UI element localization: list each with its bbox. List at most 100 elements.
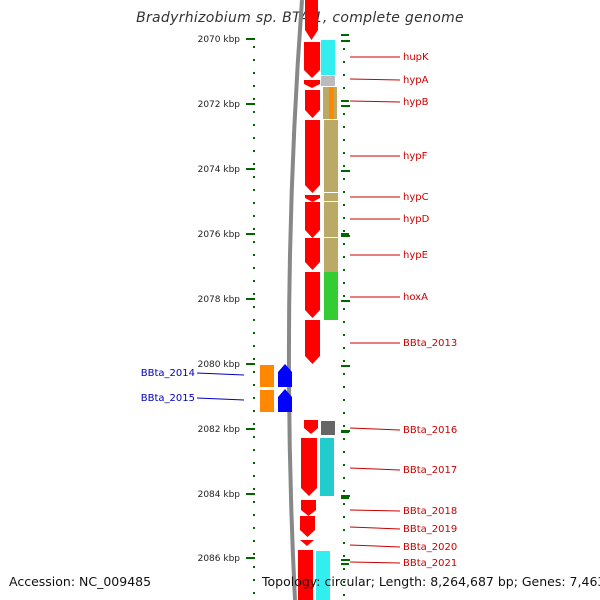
gene-label[interactable]: BBta_2018 xyxy=(403,506,457,517)
gene-label[interactable]: BBta_2021 xyxy=(403,558,457,569)
ruler-dot xyxy=(343,282,345,284)
gene-arrow-hypE[interactable] xyxy=(305,238,320,270)
gene-label[interactable]: BBta_2017 xyxy=(403,465,457,476)
ruler-dot xyxy=(253,163,255,165)
ruler-dot xyxy=(253,423,255,425)
gene-label[interactable]: BBta_2013 xyxy=(403,338,457,349)
ruler-dot xyxy=(253,371,255,373)
gene-leader-line xyxy=(349,509,401,512)
cog-block-hupK xyxy=(321,40,335,75)
ruler-dot xyxy=(343,464,345,466)
gene-leader-line xyxy=(349,467,401,471)
gene-arrow-hypF[interactable] xyxy=(305,120,320,193)
gene-arrow-BBta_2018[interactable] xyxy=(301,500,316,516)
ruler-dot xyxy=(253,319,255,321)
ruler-dot xyxy=(343,61,345,63)
ruler-dot xyxy=(343,308,345,310)
gene-arrow-BBta_2016[interactable] xyxy=(304,420,318,434)
ruler-dot xyxy=(253,202,255,204)
gene-label[interactable]: hypC xyxy=(403,192,429,203)
gene-arrow-BBta_2014[interactable] xyxy=(278,364,292,387)
ruler-dot xyxy=(343,295,345,297)
ruler-dot xyxy=(343,74,345,76)
gene-label[interactable]: hypF xyxy=(403,151,428,162)
gene-arrow-hoxA[interactable] xyxy=(305,272,320,318)
ruler-dot xyxy=(343,178,345,180)
gene-label[interactable]: hypD xyxy=(403,214,430,225)
ruler-dot xyxy=(343,529,345,531)
ruler-dot xyxy=(343,594,345,596)
cog-block-hoxA xyxy=(324,272,338,320)
gene-arrow-hypC[interactable] xyxy=(305,195,320,202)
ruler-dot xyxy=(343,269,345,271)
ruler-tick-label: 2076 kbp xyxy=(198,230,241,240)
gene-arrow-BBta_2015[interactable] xyxy=(278,389,292,412)
ruler-dot xyxy=(253,150,255,152)
gene-arrow-top[interactable] xyxy=(305,0,318,40)
cog-block-BBta_2015 xyxy=(260,390,274,412)
gene-label[interactable]: hypA xyxy=(403,75,429,86)
ruler-dot xyxy=(343,321,345,323)
gene-leader-line xyxy=(349,561,401,564)
ruler-dot xyxy=(343,230,345,232)
gene-label[interactable]: BBta_2016 xyxy=(403,425,457,436)
gene-label[interactable]: hypE xyxy=(403,250,428,261)
gene-label[interactable]: hypB xyxy=(403,97,429,108)
gene-label[interactable]: hupK xyxy=(403,52,429,63)
ruler-dots-right xyxy=(341,34,349,596)
cog-block-hypD xyxy=(324,202,338,237)
ruler-dot xyxy=(253,540,255,542)
ruler-dot xyxy=(253,410,255,412)
gene-arrow-BBta_2017[interactable] xyxy=(301,438,317,496)
gene-arrow-hupK[interactable] xyxy=(304,42,320,78)
ruler-dot xyxy=(253,527,255,529)
gene-arrow-hypA[interactable] xyxy=(304,80,320,88)
ruler-dot xyxy=(343,568,345,570)
ruler-dot xyxy=(343,477,345,479)
ruler-dot xyxy=(253,267,255,269)
ruler-tick-label: 2074 kbp xyxy=(198,165,241,175)
ruler-dot xyxy=(343,373,345,375)
ruler-dot xyxy=(343,451,345,453)
ruler-dot xyxy=(343,438,345,440)
gene-label[interactable]: hoxA xyxy=(403,292,428,303)
ruler-dot xyxy=(253,358,255,360)
ruler-dot xyxy=(253,137,255,139)
ruler-dot xyxy=(253,553,255,555)
ruler-dot xyxy=(343,256,345,258)
ruler-dot xyxy=(343,243,345,245)
ruler-dot xyxy=(343,152,345,154)
gene-arrow-hypD[interactable] xyxy=(305,202,320,238)
gene-arrow-BBta_2019[interactable] xyxy=(300,516,315,537)
genome-backbone xyxy=(286,0,304,600)
ruler-dot xyxy=(343,581,345,583)
ruler-dot xyxy=(253,449,255,451)
ruler-dot xyxy=(343,191,345,193)
ruler-dot xyxy=(343,204,345,206)
cog-block-BBta_2021 xyxy=(316,551,330,600)
gene-arrow-BBta_2013[interactable] xyxy=(305,320,320,364)
gene-arrow-hypB[interactable] xyxy=(305,90,320,118)
ruler-dot xyxy=(253,293,255,295)
gene-label[interactable]: BBta_2020 xyxy=(403,542,457,553)
gene-arrow-BBta_2021[interactable] xyxy=(298,550,313,600)
ruler-dot xyxy=(253,85,255,87)
gene-leader-line xyxy=(349,526,401,530)
ruler-dot xyxy=(253,124,255,126)
gene-arrow-BBta_2020[interactable] xyxy=(300,540,314,546)
ruler-tick-label: 2080 kbp xyxy=(198,360,241,370)
ruler-dots-left xyxy=(253,46,255,594)
cog-block-hypA xyxy=(321,76,335,86)
ruler-dot xyxy=(343,490,345,492)
gene-label[interactable]: BBta_2015 xyxy=(141,393,195,404)
gene-track-forward xyxy=(298,0,320,600)
gene-label[interactable]: BBta_2019 xyxy=(403,524,457,535)
ruler-dot xyxy=(343,48,345,50)
ruler-dot xyxy=(343,386,345,388)
gene-label[interactable]: BBta_2014 xyxy=(141,368,195,379)
ruler-tick-label: 2072 kbp xyxy=(198,100,241,110)
ruler-dot xyxy=(253,345,255,347)
ruler-dot xyxy=(343,334,345,336)
ruler-dot xyxy=(343,126,345,128)
ruler-tick-label: 2082 kbp xyxy=(198,425,241,435)
